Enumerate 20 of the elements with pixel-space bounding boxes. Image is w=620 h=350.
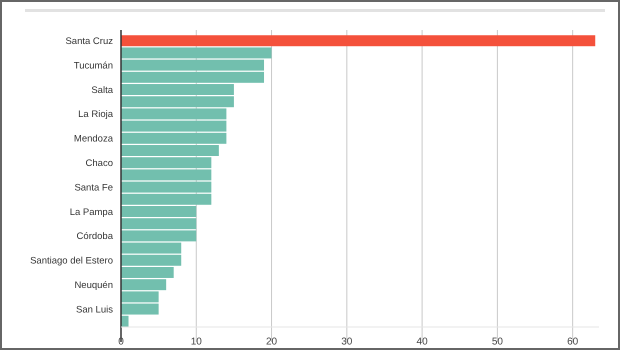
- y-tick-label: Mendoza: [74, 134, 114, 145]
- y-tick-label: Santiago del Estero: [30, 256, 113, 267]
- y-tick-label: San Luis: [76, 304, 114, 316]
- y-tick-label: Córdoba: [76, 231, 114, 242]
- y-tick-label: Salta: [91, 84, 114, 96]
- y-tick-label: Tucumán: [74, 60, 113, 72]
- y-tick-label: Santa Cruz: [65, 36, 114, 48]
- x-tick-label: 50: [492, 336, 504, 348]
- x-tick-label: 10: [190, 336, 202, 348]
- x-tick-label: 40: [416, 336, 428, 348]
- y-tick-label: Santa Fe: [74, 182, 113, 194]
- y-tick-label: La Rioja: [78, 109, 114, 120]
- y-tick-label: Neuquén: [74, 280, 113, 291]
- y-tick-label: La Pampa: [70, 206, 114, 218]
- x-tick-label: 0: [118, 336, 124, 348]
- x-tick-label: 20: [266, 336, 278, 348]
- y-tick-label: Chaco: [86, 158, 113, 170]
- bar: [121, 35, 596, 46]
- x-tick-label: 60: [567, 336, 579, 348]
- x-tick-label: 30: [341, 336, 353, 348]
